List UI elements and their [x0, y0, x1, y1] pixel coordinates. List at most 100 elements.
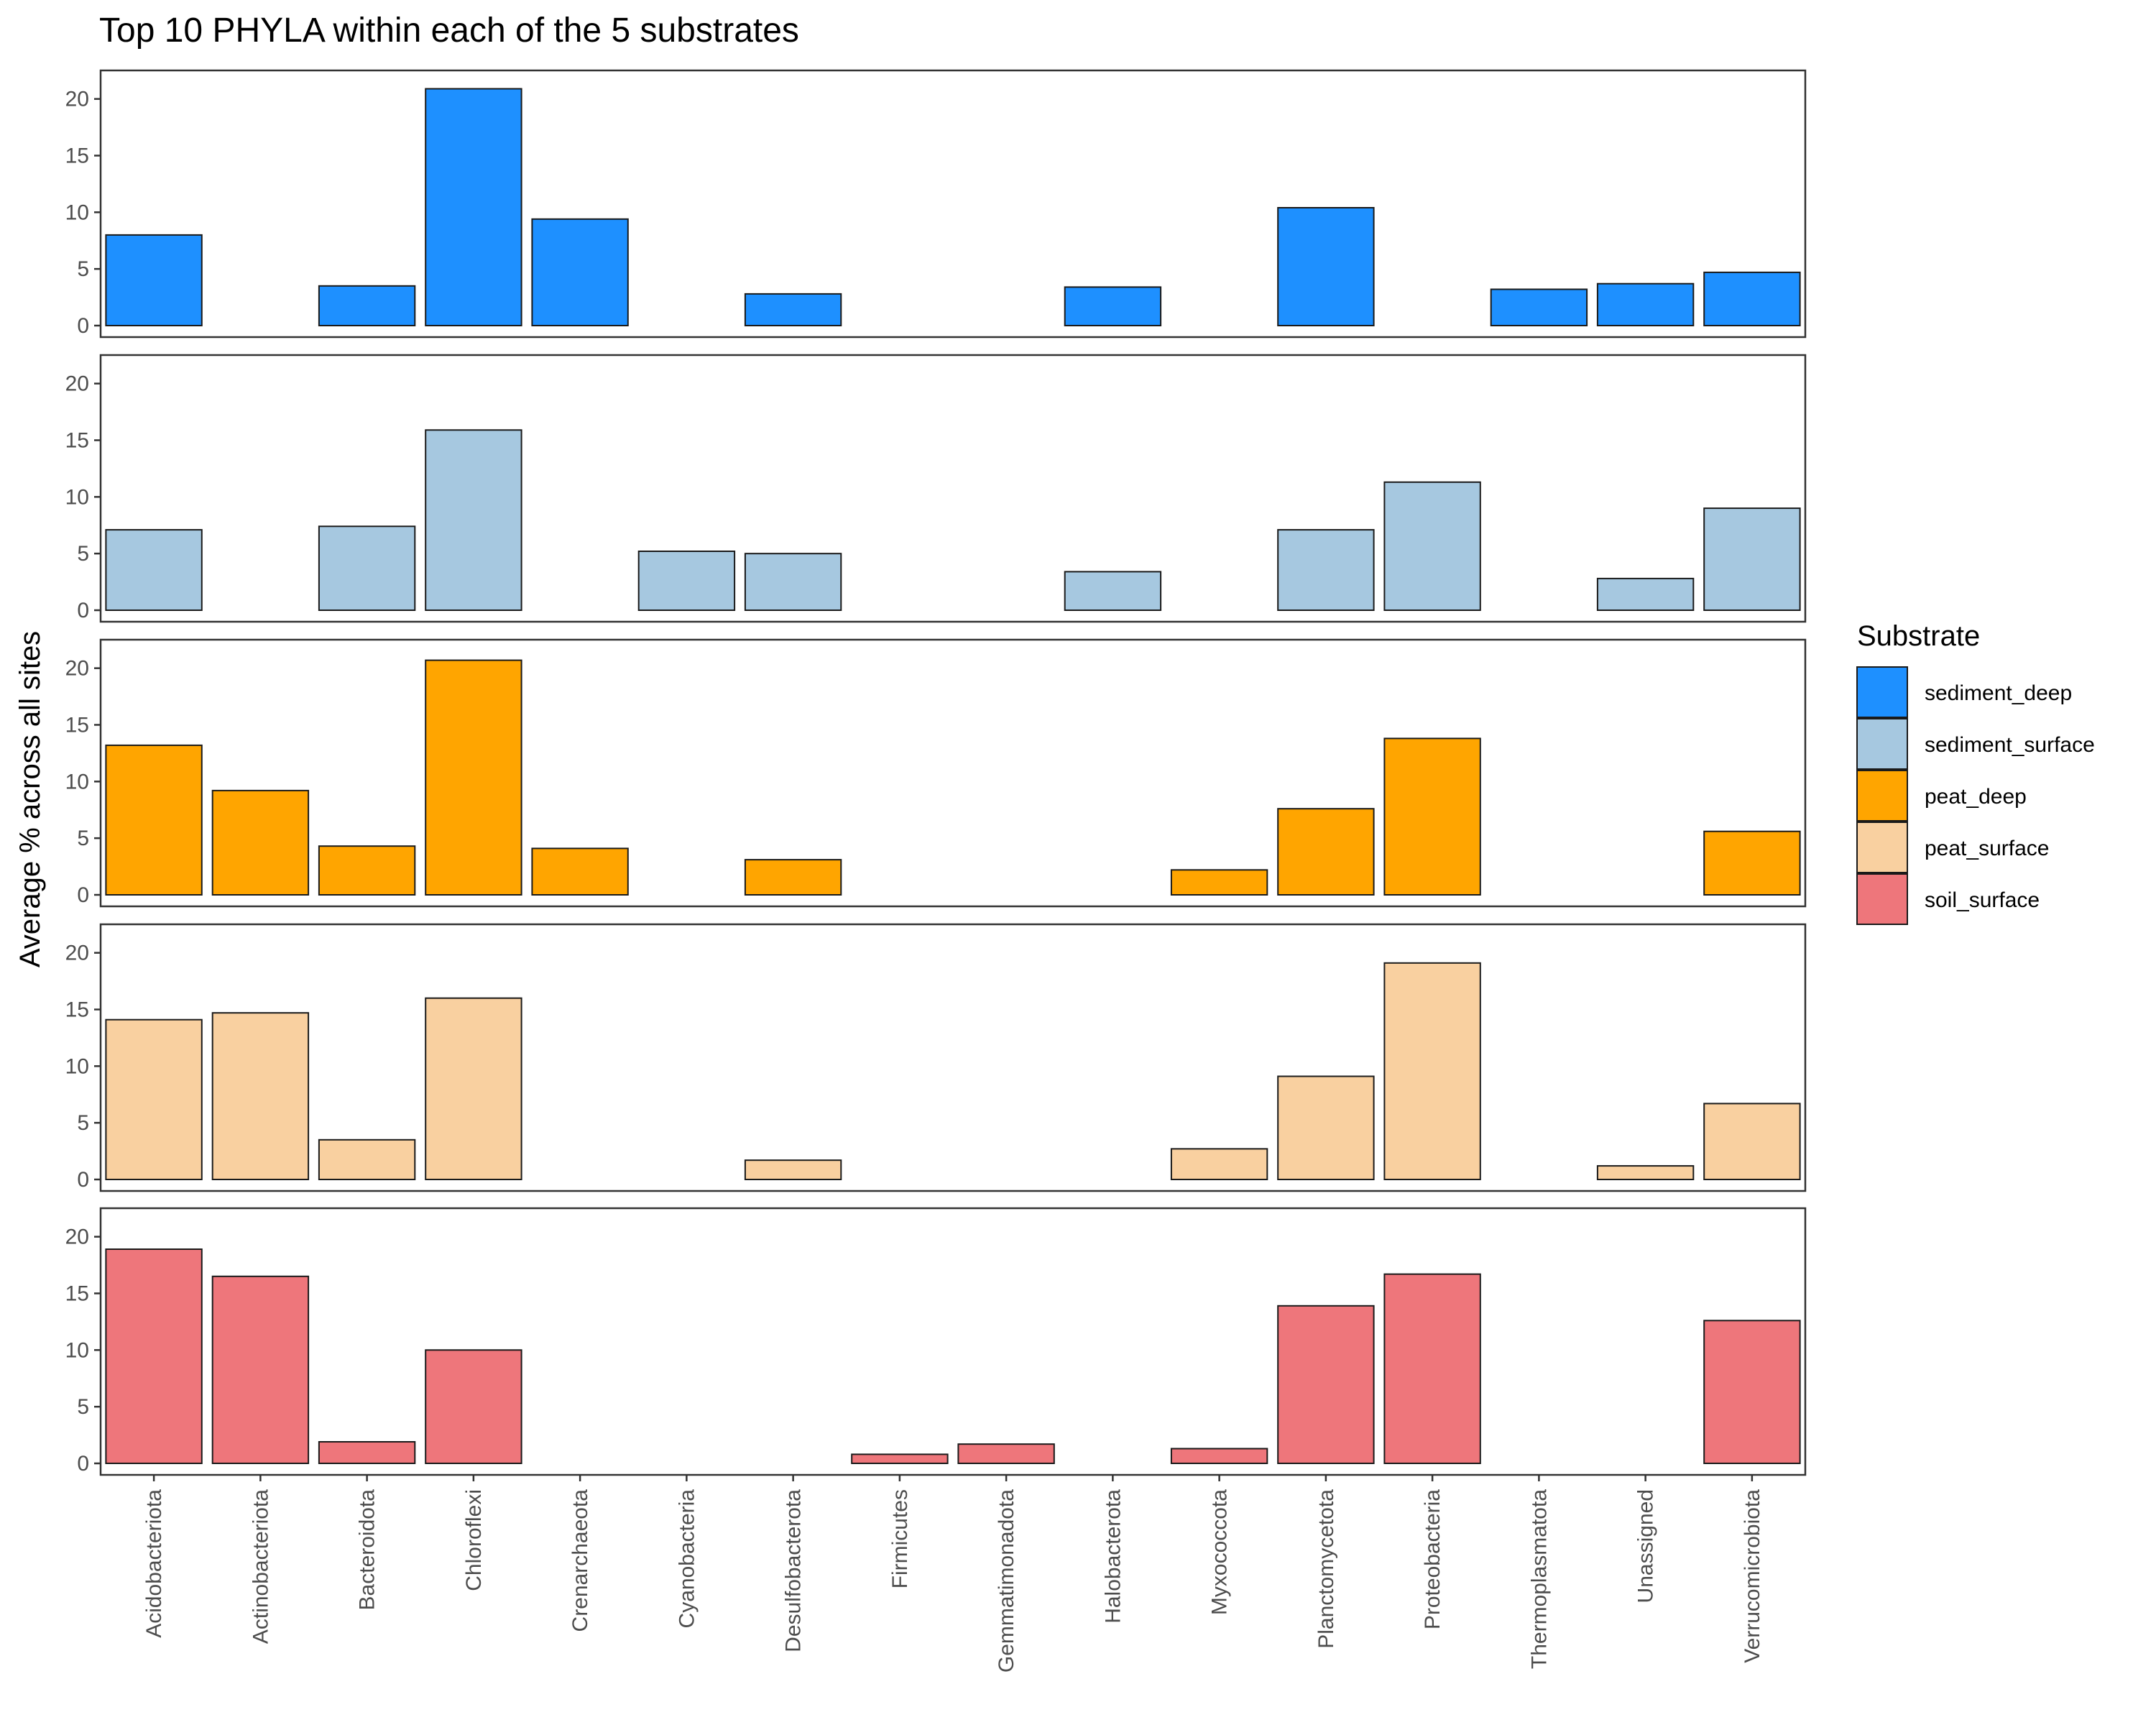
- bar-sediment_deep-Desulfobacterota: [744, 293, 842, 326]
- legend-key-peat_surface: [1856, 822, 1908, 873]
- y-tick-label: 0: [77, 599, 89, 622]
- x-tick-label: Acidobacteriota: [142, 1489, 166, 1638]
- x-tick-label: Desulfobacterota: [782, 1489, 806, 1652]
- x-tick-label: Firmicutes: [888, 1489, 912, 1588]
- y-tick-label: 15: [65, 144, 89, 167]
- y-tick-label: 15: [65, 998, 89, 1021]
- bar-soil_surface-Proteobacteria: [1383, 1273, 1481, 1464]
- bar-soil_surface-Chloroflexi: [425, 1349, 522, 1465]
- bar-sediment_surface-Unassigned: [1596, 577, 1695, 612]
- chart-title: Top 10 PHYLA within each of the 5 substr…: [99, 12, 799, 50]
- y-tick-label: 0: [77, 1168, 89, 1192]
- x-tick-label: Crenarchaeota: [568, 1489, 592, 1632]
- bar-peat_deep-Chloroflexi: [425, 659, 522, 896]
- y-tick-label: 15: [65, 1282, 89, 1305]
- bar-sediment_surface-Acidobacteriota: [105, 529, 203, 611]
- panel-frame: [99, 1207, 1807, 1476]
- bar-peat_surface-Planctomycetota: [1277, 1075, 1375, 1180]
- y-tick-label: 0: [77, 883, 89, 907]
- bar-sediment_surface-Desulfobacterota: [744, 553, 842, 612]
- panel-frame: [99, 69, 1807, 339]
- bar-peat_deep-Actinobacteriota: [211, 789, 310, 896]
- y-tick-label: 10: [65, 485, 89, 509]
- x-tick-label: Gemmatimonadota: [995, 1489, 1018, 1673]
- bar-peat_deep-Myxococcota: [1170, 869, 1268, 896]
- bar-soil_surface-Acidobacteriota: [105, 1248, 203, 1464]
- bar-peat_surface-Unassigned: [1596, 1165, 1695, 1180]
- bar-peat_deep-Bacteroidota: [318, 845, 416, 896]
- bar-soil_surface-Bacteroidota: [318, 1441, 416, 1464]
- panels: 0 5 10 15 20 0 5 10 15 20 0 5 10 15 20 0 5 10 15 20 0 5 10 15 20: [65, 69, 1807, 1476]
- panel-soil_surface: 0 5 10 15 20: [65, 1207, 1807, 1476]
- bar-sediment_surface-Halobacterota: [1064, 571, 1162, 612]
- bar-soil_surface-Planctomycetota: [1277, 1305, 1375, 1465]
- legend-key-sediment_deep: [1856, 666, 1908, 718]
- x-tick-label: Bacteroidota: [356, 1489, 379, 1611]
- x-tick-label: Planctomycetota: [1314, 1489, 1338, 1649]
- bar-sediment_deep-Halobacterota: [1064, 286, 1162, 326]
- bar-peat_deep-Crenarchaeota: [531, 847, 629, 896]
- y-tick-label: 5: [77, 1111, 89, 1135]
- legend-key-sediment_surface: [1856, 718, 1908, 770]
- y-axis-title: Average % across all sites: [14, 631, 46, 967]
- legend-key-soil_surface: [1856, 873, 1908, 925]
- y-tick-label: 20: [65, 1225, 89, 1249]
- y-tick-label: 0: [77, 1452, 89, 1476]
- bar-sediment_deep-Crenarchaeota: [531, 218, 629, 326]
- x-tick-label: Myxococcota: [1208, 1489, 1232, 1615]
- bar-soil_surface-Actinobacteriota: [211, 1275, 310, 1465]
- x-tick-label: Actinobacteriota: [249, 1489, 272, 1644]
- x-tick-label: Unassigned: [1634, 1489, 1658, 1603]
- bar-peat_deep-Acidobacteriota: [105, 744, 203, 896]
- bar-peat_surface-Verrucomicrobiota: [1703, 1103, 1801, 1181]
- bar-peat_surface-Acidobacteriota: [105, 1018, 203, 1180]
- bar-soil_surface-Verrucomicrobiota: [1703, 1320, 1801, 1465]
- panel-peat_deep: 0 5 10 15 20: [65, 638, 1807, 908]
- panel-peat_surface: 0 5 10 15 20: [65, 923, 1807, 1192]
- bar-soil_surface-Firmicutes: [851, 1453, 949, 1465]
- legend-label: peat_deep: [1925, 785, 2027, 809]
- bar-sediment_deep-Acidobacteriota: [105, 234, 203, 326]
- y-tick-label: 5: [77, 542, 89, 566]
- bar-peat_surface-Bacteroidota: [318, 1138, 416, 1181]
- bar-peat_deep-Proteobacteria: [1383, 737, 1481, 896]
- y-tick-label: 10: [65, 1338, 89, 1362]
- y-tick-label: 5: [77, 827, 89, 850]
- y-tick-label: 10: [65, 770, 89, 794]
- bar-soil_surface-Myxococcota: [1170, 1448, 1268, 1464]
- bar-sediment_deep-Unassigned: [1596, 282, 1695, 327]
- x-tick-label: Proteobacteria: [1421, 1489, 1445, 1629]
- y-tick-label: 20: [65, 942, 89, 965]
- y-tick-label: 0: [77, 314, 89, 338]
- bar-peat_surface-Desulfobacterota: [744, 1159, 842, 1180]
- y-tick-label: 15: [65, 428, 89, 452]
- bar-peat_deep-Verrucomicrobiota: [1703, 830, 1801, 896]
- bar-sediment_surface-Bacteroidota: [318, 525, 416, 611]
- x-tick-label: Halobacterota: [1101, 1489, 1125, 1624]
- panel-frame: [99, 638, 1807, 908]
- y-tick-label: 15: [65, 713, 89, 737]
- y-tick-label: 20: [65, 657, 89, 681]
- legend-title: Substrate: [1857, 620, 1980, 652]
- legend-label: peat_surface: [1925, 837, 2049, 860]
- legend-label: sediment_surface: [1925, 733, 2095, 757]
- panel-sediment_deep: 0 5 10 15 20: [65, 69, 1807, 339]
- y-tick-label: 10: [65, 1054, 89, 1078]
- bar-sediment_surface-Cyanobacteria: [637, 551, 736, 611]
- bar-soil_surface-Gemmatimonadota: [957, 1443, 1055, 1464]
- legend-key-peat_deep: [1856, 770, 1908, 822]
- legend-label: soil_surface: [1925, 888, 2040, 912]
- bar-peat_surface-Proteobacteria: [1383, 962, 1481, 1181]
- legend: Substrate sediment_deep sediment_surfacep…: [1856, 620, 2095, 925]
- bar-sediment_surface-Verrucomicrobiota: [1703, 507, 1801, 611]
- panel-frame: [99, 923, 1807, 1192]
- bar-peat_surface-Myxococcota: [1170, 1148, 1268, 1181]
- x-tick-label: Cyanobacteria: [675, 1489, 699, 1629]
- y-tick-label: 20: [65, 372, 89, 396]
- x-tick-label: Thermoplasmatota: [1527, 1489, 1551, 1669]
- bar-sediment_deep-Verrucomicrobiota: [1703, 271, 1801, 326]
- x-tick-label: Verrucomicrobiota: [1741, 1489, 1764, 1663]
- bar-sediment_surface-Proteobacteria: [1383, 481, 1481, 611]
- panel-frame: [99, 354, 1807, 623]
- bar-sediment_deep-Chloroflexi: [425, 88, 522, 326]
